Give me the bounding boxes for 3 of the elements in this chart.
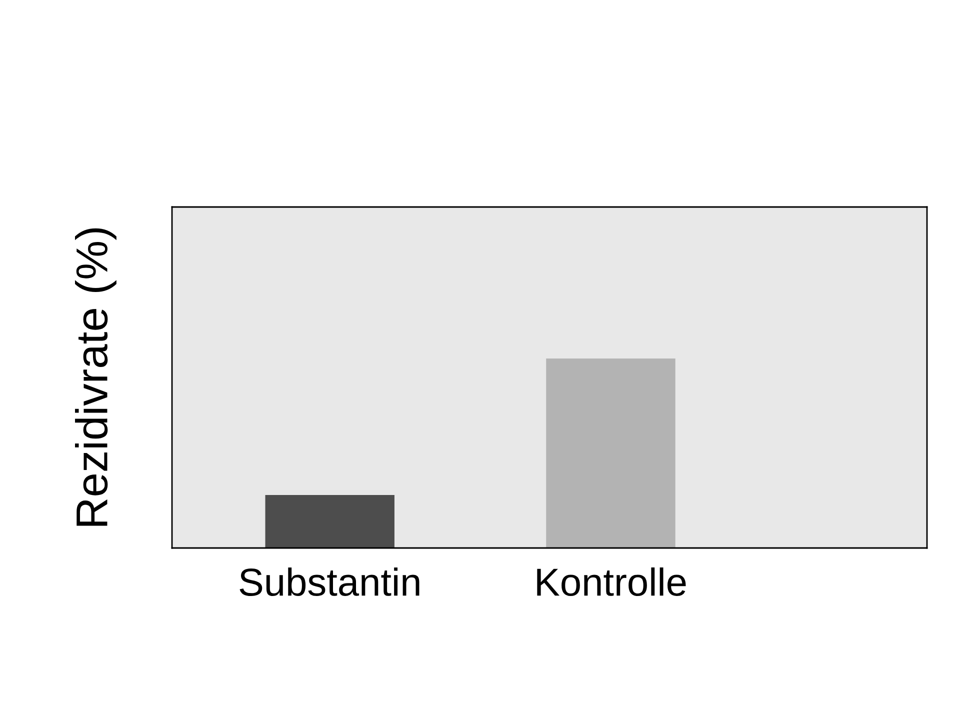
x-tick-label: Kontrolle (537, 567, 686, 596)
x-tick-label: Substantin (240, 567, 420, 596)
y-axis-title: Rezidivrate (%) (75, 228, 116, 526)
